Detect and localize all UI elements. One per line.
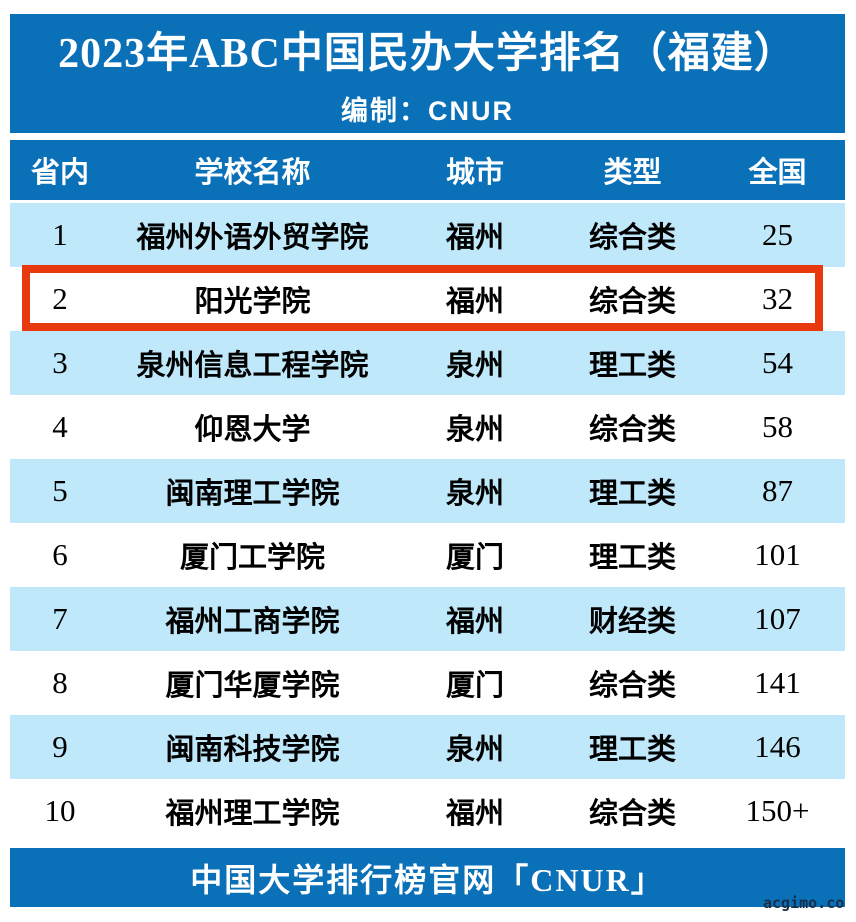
province-rank-cell: 9 (52, 729, 68, 764)
school-name-cell: 厦门工学院 (179, 542, 325, 574)
national-rank-cell: 25 (762, 217, 793, 252)
footer-text: 中国大学排行榜官网「CNUR」 (190, 861, 665, 898)
school-name-cell: 阳光学院 (194, 286, 311, 318)
page-subtitle: 编制：CNUR (341, 96, 514, 126)
city-cell: 厦门 (445, 542, 504, 574)
province-rank-cell: 6 (52, 537, 68, 572)
province-rank-cell: 8 (52, 665, 68, 700)
footer-banner: 中国大学排行榜官网「CNUR」 (10, 848, 845, 907)
table-container: 2023年ABC中国民办大学排名（福建） 编制：CNUR 省内 学校名称 城市 … (10, 14, 845, 907)
school-name-cell: 泉州信息工程学院 (136, 350, 369, 382)
table-row: 8 厦门华厦学院 厦门 综合类 141 (10, 651, 845, 715)
type-cell: 综合类 (588, 798, 676, 830)
national-rank-cell: 58 (762, 409, 793, 444)
column-header-city: 城市 (445, 157, 504, 189)
province-rank-cell: 3 (52, 345, 68, 380)
divider-gap (10, 133, 845, 140)
national-rank-cell: 101 (754, 537, 801, 572)
school-name-cell: 闽南理工学院 (165, 478, 340, 510)
city-cell: 福州 (445, 798, 504, 830)
type-cell: 综合类 (588, 286, 676, 318)
school-name-cell: 福州理工学院 (165, 798, 340, 830)
city-cell: 泉州 (445, 350, 504, 382)
school-name-cell: 福州外语外贸学院 (136, 222, 369, 254)
type-cell: 理工类 (588, 350, 676, 382)
national-rank-cell: 107 (754, 601, 801, 636)
province-rank-cell: 7 (52, 601, 68, 636)
national-rank-cell: 54 (762, 345, 793, 380)
province-rank-cell: 2 (52, 281, 68, 316)
column-header-type: 类型 (603, 157, 662, 189)
national-rank-cell: 141 (754, 665, 801, 700)
school-name-cell: 闽南科技学院 (165, 734, 340, 766)
table-header-row: 省内 学校名称 城市 类型 全国 (10, 140, 845, 200)
type-cell: 综合类 (588, 670, 676, 702)
national-rank-cell: 146 (754, 729, 801, 764)
province-rank-cell: 4 (52, 409, 68, 444)
city-cell: 福州 (445, 606, 504, 638)
table-row: 4 仰恩大学 泉州 综合类 58 (10, 395, 845, 459)
province-rank-cell: 10 (44, 793, 76, 828)
type-cell: 财经类 (588, 606, 676, 638)
national-rank-cell: 150+ (745, 793, 810, 828)
school-name-cell: 仰恩大学 (194, 414, 311, 446)
column-header-school-name: 学校名称 (194, 157, 311, 189)
column-header-province-rank: 省内 (30, 157, 89, 189)
table-row: 9 闽南科技学院 泉州 理工类 146 (10, 715, 845, 779)
city-cell: 福州 (445, 222, 504, 254)
type-cell: 理工类 (588, 478, 676, 510)
type-cell: 理工类 (588, 542, 676, 574)
city-cell: 厦门 (445, 670, 504, 702)
type-cell: 综合类 (588, 414, 676, 446)
school-name-cell: 厦门华厦学院 (165, 670, 340, 702)
school-name-cell: 福州工商学院 (165, 606, 340, 638)
table-row: 2 阳光学院 福州 综合类 32 (10, 265, 845, 331)
table-row: 1 福州外语外贸学院 福州 综合类 25 (10, 203, 845, 267)
province-rank-cell: 1 (52, 217, 68, 252)
table-row: 3 泉州信息工程学院 泉州 理工类 54 (10, 331, 845, 395)
type-cell: 综合类 (588, 222, 676, 254)
table-row: 5 闽南理工学院 泉州 理工类 87 (10, 459, 845, 523)
city-cell: 泉州 (445, 414, 504, 446)
city-cell: 泉州 (445, 734, 504, 766)
table-row: 7 福州工商学院 福州 财经类 107 (10, 587, 845, 651)
ranking-rows: 1 福州外语外贸学院 福州 综合类 25 2 阳光学院 福州 综合类 32 3 … (10, 203, 845, 843)
table-row: 10 福州理工学院 福州 综合类 150+ (10, 779, 845, 843)
city-cell: 福州 (445, 286, 504, 318)
page-title: 2023年ABC中国民办大学排名（福建） (58, 31, 797, 77)
type-cell: 理工类 (588, 734, 676, 766)
watermark-text: acgimo.co (763, 894, 845, 912)
national-rank-cell: 32 (762, 281, 793, 316)
national-rank-cell: 87 (762, 473, 793, 508)
city-cell: 泉州 (445, 478, 504, 510)
column-header-national-rank: 全国 (748, 157, 807, 189)
province-rank-cell: 5 (52, 473, 68, 508)
title-banner: 2023年ABC中国民办大学排名（福建） 编制：CNUR (10, 14, 845, 133)
table-row: 6 厦门工学院 厦门 理工类 101 (10, 523, 845, 587)
